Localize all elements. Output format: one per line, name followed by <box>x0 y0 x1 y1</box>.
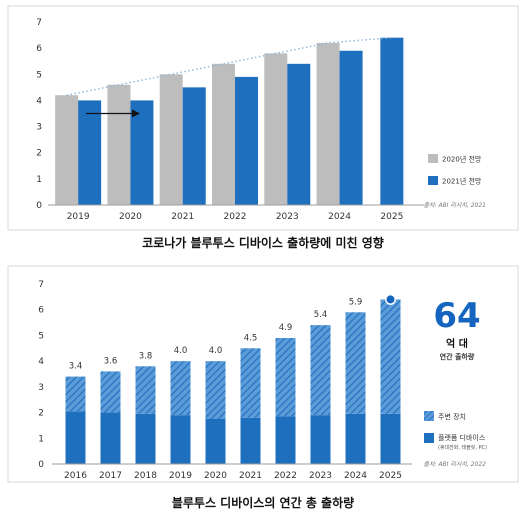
chart2-y-tick: 6 <box>38 306 44 316</box>
chart2-y-tick: 0 <box>38 460 44 470</box>
chart2-x-tick: 2021 <box>239 471 262 481</box>
chart2-bar-peripheral <box>275 338 296 417</box>
chart2-x-tick: 2024 <box>344 471 367 481</box>
chart1-arrow-icon <box>132 109 140 118</box>
chart2-bar-peripheral <box>345 312 366 414</box>
chart1-bar-2021-forecast <box>130 100 154 205</box>
chart2-legend-label-peripheral: 주변 장치 <box>438 412 466 421</box>
chart1-x-tick: 2019 <box>67 212 90 222</box>
chart2-bar-peripheral <box>310 325 331 416</box>
chart2-x-tick: 2018 <box>134 471 157 481</box>
chart1-bar-2021-forecast <box>380 37 404 205</box>
chart2-y-tick: 7 <box>38 280 44 290</box>
chart1-caption: 코로나가 블루투스 디바이스 출하량에 미친 영향 <box>142 235 384 250</box>
chart1-bar-2021-forecast <box>235 76 258 206</box>
chart2-bar-peripheral <box>65 376 86 412</box>
chart2-highlight-label: 연간 출하량 <box>440 352 475 361</box>
chart1-bar-2020-forecast <box>159 74 183 206</box>
chart1-plot: 0 1 2 3 4 5 6 7 2019 2020 2021 2022 2023 2024 2025 2020… <box>36 18 486 222</box>
chart1-x-tick: 2021 <box>171 212 194 222</box>
chart2-bar-peripheral <box>205 361 226 419</box>
chart1-bar-2021-forecast <box>339 50 363 205</box>
chart1-y-tick: 5 <box>36 70 42 80</box>
chart2-y-tick: 2 <box>38 409 44 419</box>
chart1-legend-label-2020: 2020년 전망 <box>442 155 482 164</box>
chart2-highlight-value: 64 <box>433 296 480 336</box>
chart2-bar-platform <box>310 415 331 464</box>
chart1-bar-2020-forecast <box>212 63 235 206</box>
chart2-bar-platform <box>135 413 156 464</box>
chart2-total-label: 4.0 <box>174 346 188 356</box>
chart2-total-label: 3.6 <box>104 356 118 366</box>
chart2-legend-swatch-platform <box>424 433 434 443</box>
chart1-bar-2021-forecast <box>287 63 311 206</box>
chart2-caption: 블루투스 디바이스의 연간 총 출하량 <box>172 495 354 510</box>
chart2-plot: 0 1 2 3 4 5 6 7 3.4 2016 3.6 2017 3.8 2018 4.0 2019 4.0 2… <box>38 280 487 481</box>
chart2-total-label: 5.9 <box>349 297 363 307</box>
chart1-x-tick: 2025 <box>380 212 403 222</box>
chart1-x-tick: 2020 <box>119 212 142 222</box>
chart1-legend-label-2021: 2021년 전망 <box>442 177 482 186</box>
chart2-bar-platform <box>65 411 86 464</box>
chart2-total-label: 3.8 <box>139 351 153 361</box>
chart1-y-tick: 1 <box>36 175 42 185</box>
chart2-total-label: 4.5 <box>244 333 258 343</box>
chart2-bar-platform <box>275 416 296 464</box>
chart1-y-tick: 3 <box>36 123 42 133</box>
chart2-legend-note-platform: (휴대전화, 태블릿, PC) <box>438 444 487 451</box>
chart2-bar-platform <box>240 417 261 464</box>
chart1-y-tick: 6 <box>36 44 42 54</box>
chart1-y-tick: 7 <box>36 18 42 28</box>
chart2-total-label: 3.4 <box>69 362 83 372</box>
chart2-bar-peripheral <box>135 366 156 414</box>
chart1-x-tick: 2023 <box>276 212 299 222</box>
chart2-bar-peripheral <box>100 371 121 413</box>
chart2-highlight-unit: 억 대 <box>446 337 468 350</box>
chart2-x-tick: 2022 <box>274 471 297 481</box>
chart2-x-tick: 2023 <box>309 471 332 481</box>
chart1-bar-2021-forecast <box>78 100 102 205</box>
chart2-source: 출처: ABI 리서치, 2022 <box>423 461 486 468</box>
chart2-total-label: 4.0 <box>209 346 223 356</box>
chart1-y-tick: 2 <box>36 149 42 159</box>
chart2-bar-platform <box>380 413 401 464</box>
chart2-bar-platform <box>100 412 121 464</box>
chart1-source: 출처: ABI 리서치, 2021 <box>423 202 486 209</box>
chart1-y-tick: 4 <box>36 96 42 106</box>
chart1-trend-line <box>66 36 392 96</box>
chart1-bar-2020-forecast <box>55 95 79 205</box>
chart2-x-tick: 2016 <box>64 471 87 481</box>
chart2-y-tick: 1 <box>38 434 44 444</box>
chart1-x-tick: 2024 <box>328 212 351 222</box>
chart1-bar-2020-forecast <box>107 84 131 205</box>
chart1-legend-swatch-2020 <box>428 154 438 163</box>
chart1-bar-2020-forecast <box>316 42 340 205</box>
chart2-x-tick: 2020 <box>204 471 227 481</box>
chart2-y-tick: 5 <box>38 331 44 341</box>
chart2-bar-platform <box>205 419 226 464</box>
chart2-frame <box>7 265 519 483</box>
chart2-bar-platform <box>170 415 191 464</box>
chart2-legend-swatch-peripheral <box>424 411 434 421</box>
chart1-bar-2020-forecast <box>264 53 288 205</box>
chart1-bar-2021-forecast <box>182 87 206 205</box>
chart2-y-tick: 3 <box>38 383 44 393</box>
chart2-legend-label-platform: 플랫폼 디바이스 <box>438 433 486 442</box>
chart2-x-tick: 2019 <box>169 471 192 481</box>
chart2-total-label: 5.4 <box>314 310 328 320</box>
chart2-x-tick: 2025 <box>379 471 402 481</box>
chart2-bar-peripheral <box>240 348 261 418</box>
chart2-y-tick: 4 <box>38 357 44 367</box>
chart1-legend-swatch-2021 <box>428 176 438 185</box>
chart1-x-tick: 2022 <box>224 212 247 222</box>
chart2-marker-dot <box>386 295 395 304</box>
chart2-bar-peripheral <box>380 299 401 414</box>
chart2-bar-peripheral <box>170 361 191 416</box>
chart2-bar-platform <box>345 413 366 464</box>
chart1-y-tick: 0 <box>36 201 42 211</box>
chart2-x-tick: 2017 <box>99 471 122 481</box>
chart2-total-label: 4.9 <box>279 323 293 333</box>
